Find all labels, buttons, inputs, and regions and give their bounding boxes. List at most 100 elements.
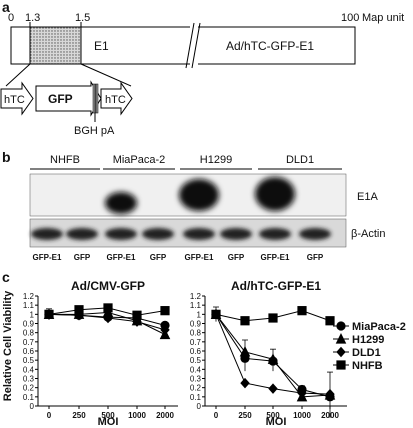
panel-b-label: b: [2, 149, 11, 165]
tick-100: 100: [341, 12, 359, 24]
y-tick-label: 1.2: [23, 292, 35, 301]
data-point-diamond: [336, 346, 346, 358]
actin-band: [105, 228, 137, 240]
y-tick-label: 1.1: [23, 301, 35, 310]
y-axis-title: Relative Cell Viability: [2, 290, 14, 401]
y-tick-label: 1: [30, 310, 35, 319]
data-point-square: [103, 303, 113, 313]
y-tick-label: 0.7: [190, 338, 202, 347]
x-tick-label: 2000: [156, 411, 174, 420]
data-point-square: [160, 306, 170, 316]
y-tick-label: 0.8: [23, 329, 35, 338]
lane-label: GFP-E1: [185, 253, 214, 262]
y-tick-label: 0.1: [190, 393, 202, 402]
data-point-diamond: [240, 377, 250, 389]
e1a-band: [179, 179, 219, 211]
htc-arrow-left: [0, 81, 34, 116]
actin-band: [66, 228, 98, 240]
y-tick-label: 0.5: [23, 356, 35, 365]
genome-bar-gap: [190, 26, 198, 65]
data-point-square: [240, 316, 250, 326]
y-tick-label: 0.3: [23, 375, 35, 384]
cell-line-label: NHFB: [50, 154, 80, 166]
data-point-square: [44, 309, 54, 319]
lane-label: GFP-E1: [33, 253, 62, 262]
actin-label: β-Actin: [351, 228, 385, 240]
y-tick-label: 0.1: [23, 393, 35, 402]
data-point-diamond: [160, 324, 170, 336]
tick-0: 0: [8, 12, 14, 24]
chart-title: Ad/CMV-GFP: [71, 279, 145, 293]
y-tick-label: 0.7: [23, 338, 35, 347]
htc-right-label: hTC: [105, 94, 126, 106]
data-point-square: [336, 360, 346, 370]
x-tick-label: 1000: [128, 411, 146, 420]
lane-label: GFP: [228, 253, 245, 262]
lane-label: GFP: [150, 253, 167, 262]
e1a-label: E1A: [357, 191, 378, 203]
tick-1-3: 1.3: [25, 12, 40, 24]
y-tick-label: 0.8: [190, 329, 202, 338]
x-tick-label: 0: [47, 411, 52, 420]
y-tick-label: 0.3: [190, 375, 202, 384]
panel-c-label: c: [2, 269, 10, 285]
panel-b: b NHFB MiaPaca-2 H1299 DLD1 E1A β-Actin GFP…: [2, 149, 385, 262]
genome-bar-right: [195, 26, 356, 65]
data-point-triangle: [335, 333, 347, 344]
bgh-pa-bar: [92, 83, 99, 114]
htc-left-label: hTC: [4, 94, 25, 106]
y-tick-label: 0.6: [23, 347, 35, 356]
data-point-diamond: [103, 312, 113, 324]
x-tick-label: 250: [238, 411, 252, 420]
htc-arrow-right: [100, 81, 133, 116]
data-point-triangle: [267, 353, 279, 364]
x-tick-label: 500: [101, 411, 115, 420]
y-tick-label: 0.2: [190, 384, 202, 393]
bgh-pa-label: BGH pA: [74, 125, 115, 137]
y-tick-label: 0.9: [23, 320, 35, 329]
cell-line-label: DLD1: [286, 154, 314, 166]
chart-title: Ad/hTC-GFP-E1: [231, 279, 321, 293]
actin-band: [299, 228, 331, 240]
x-tick-label: 500: [266, 411, 280, 420]
construct-label: Ad/hTC-GFP-E1: [226, 39, 314, 53]
cell-line-label: MiaPaca-2: [113, 154, 166, 166]
break-mark-1: [185, 22, 195, 69]
cell-line-label: H1299: [200, 154, 232, 166]
x-axis-title: MOI: [98, 416, 119, 428]
y-tick-label: 1: [197, 310, 202, 319]
tick-1-5: 1.5: [75, 12, 90, 24]
y-tick-label: 0: [197, 402, 202, 411]
y-tick-label: 0: [30, 402, 35, 411]
e1a-band: [105, 192, 137, 214]
lane-label: GFP-E1: [107, 253, 136, 262]
y-tick-label: 0.6: [190, 347, 202, 356]
data-point-square: [325, 316, 335, 326]
y-tick-label: 0.5: [190, 356, 202, 365]
actin-band: [31, 228, 63, 240]
lane-label: GFP: [74, 253, 91, 262]
expansion-line-right: [80, 63, 132, 87]
x-axis-title: MOI: [266, 416, 287, 428]
panel-c: c Relative Cell Viability Ad/CMV-GFP00.1…: [2, 269, 406, 428]
y-tick-label: 0.4: [23, 365, 35, 374]
chart-ad-htc-gfp-e1: Ad/hTC-GFP-E100.10.20.30.40.50.60.70.80.…: [190, 279, 347, 428]
data-point-circle: [336, 321, 346, 331]
data-point-square: [297, 306, 307, 316]
data-point-diamond: [325, 388, 335, 400]
data-point-square: [132, 310, 142, 320]
gfp-label: GFP: [48, 92, 73, 106]
break-mark-2: [191, 22, 201, 69]
actin-band: [183, 228, 215, 240]
e1a-band: [255, 177, 295, 211]
legend-entry: NHFB: [352, 360, 383, 372]
data-point-square: [74, 305, 84, 315]
panel-a-label: a: [2, 0, 10, 15]
map-unit-label: Map unit: [362, 12, 404, 24]
data-point-triangle: [239, 345, 251, 357]
data-point-diamond: [268, 383, 278, 394]
y-tick-label: 1.2: [190, 292, 202, 301]
x-tick-label: 1000: [293, 411, 311, 420]
